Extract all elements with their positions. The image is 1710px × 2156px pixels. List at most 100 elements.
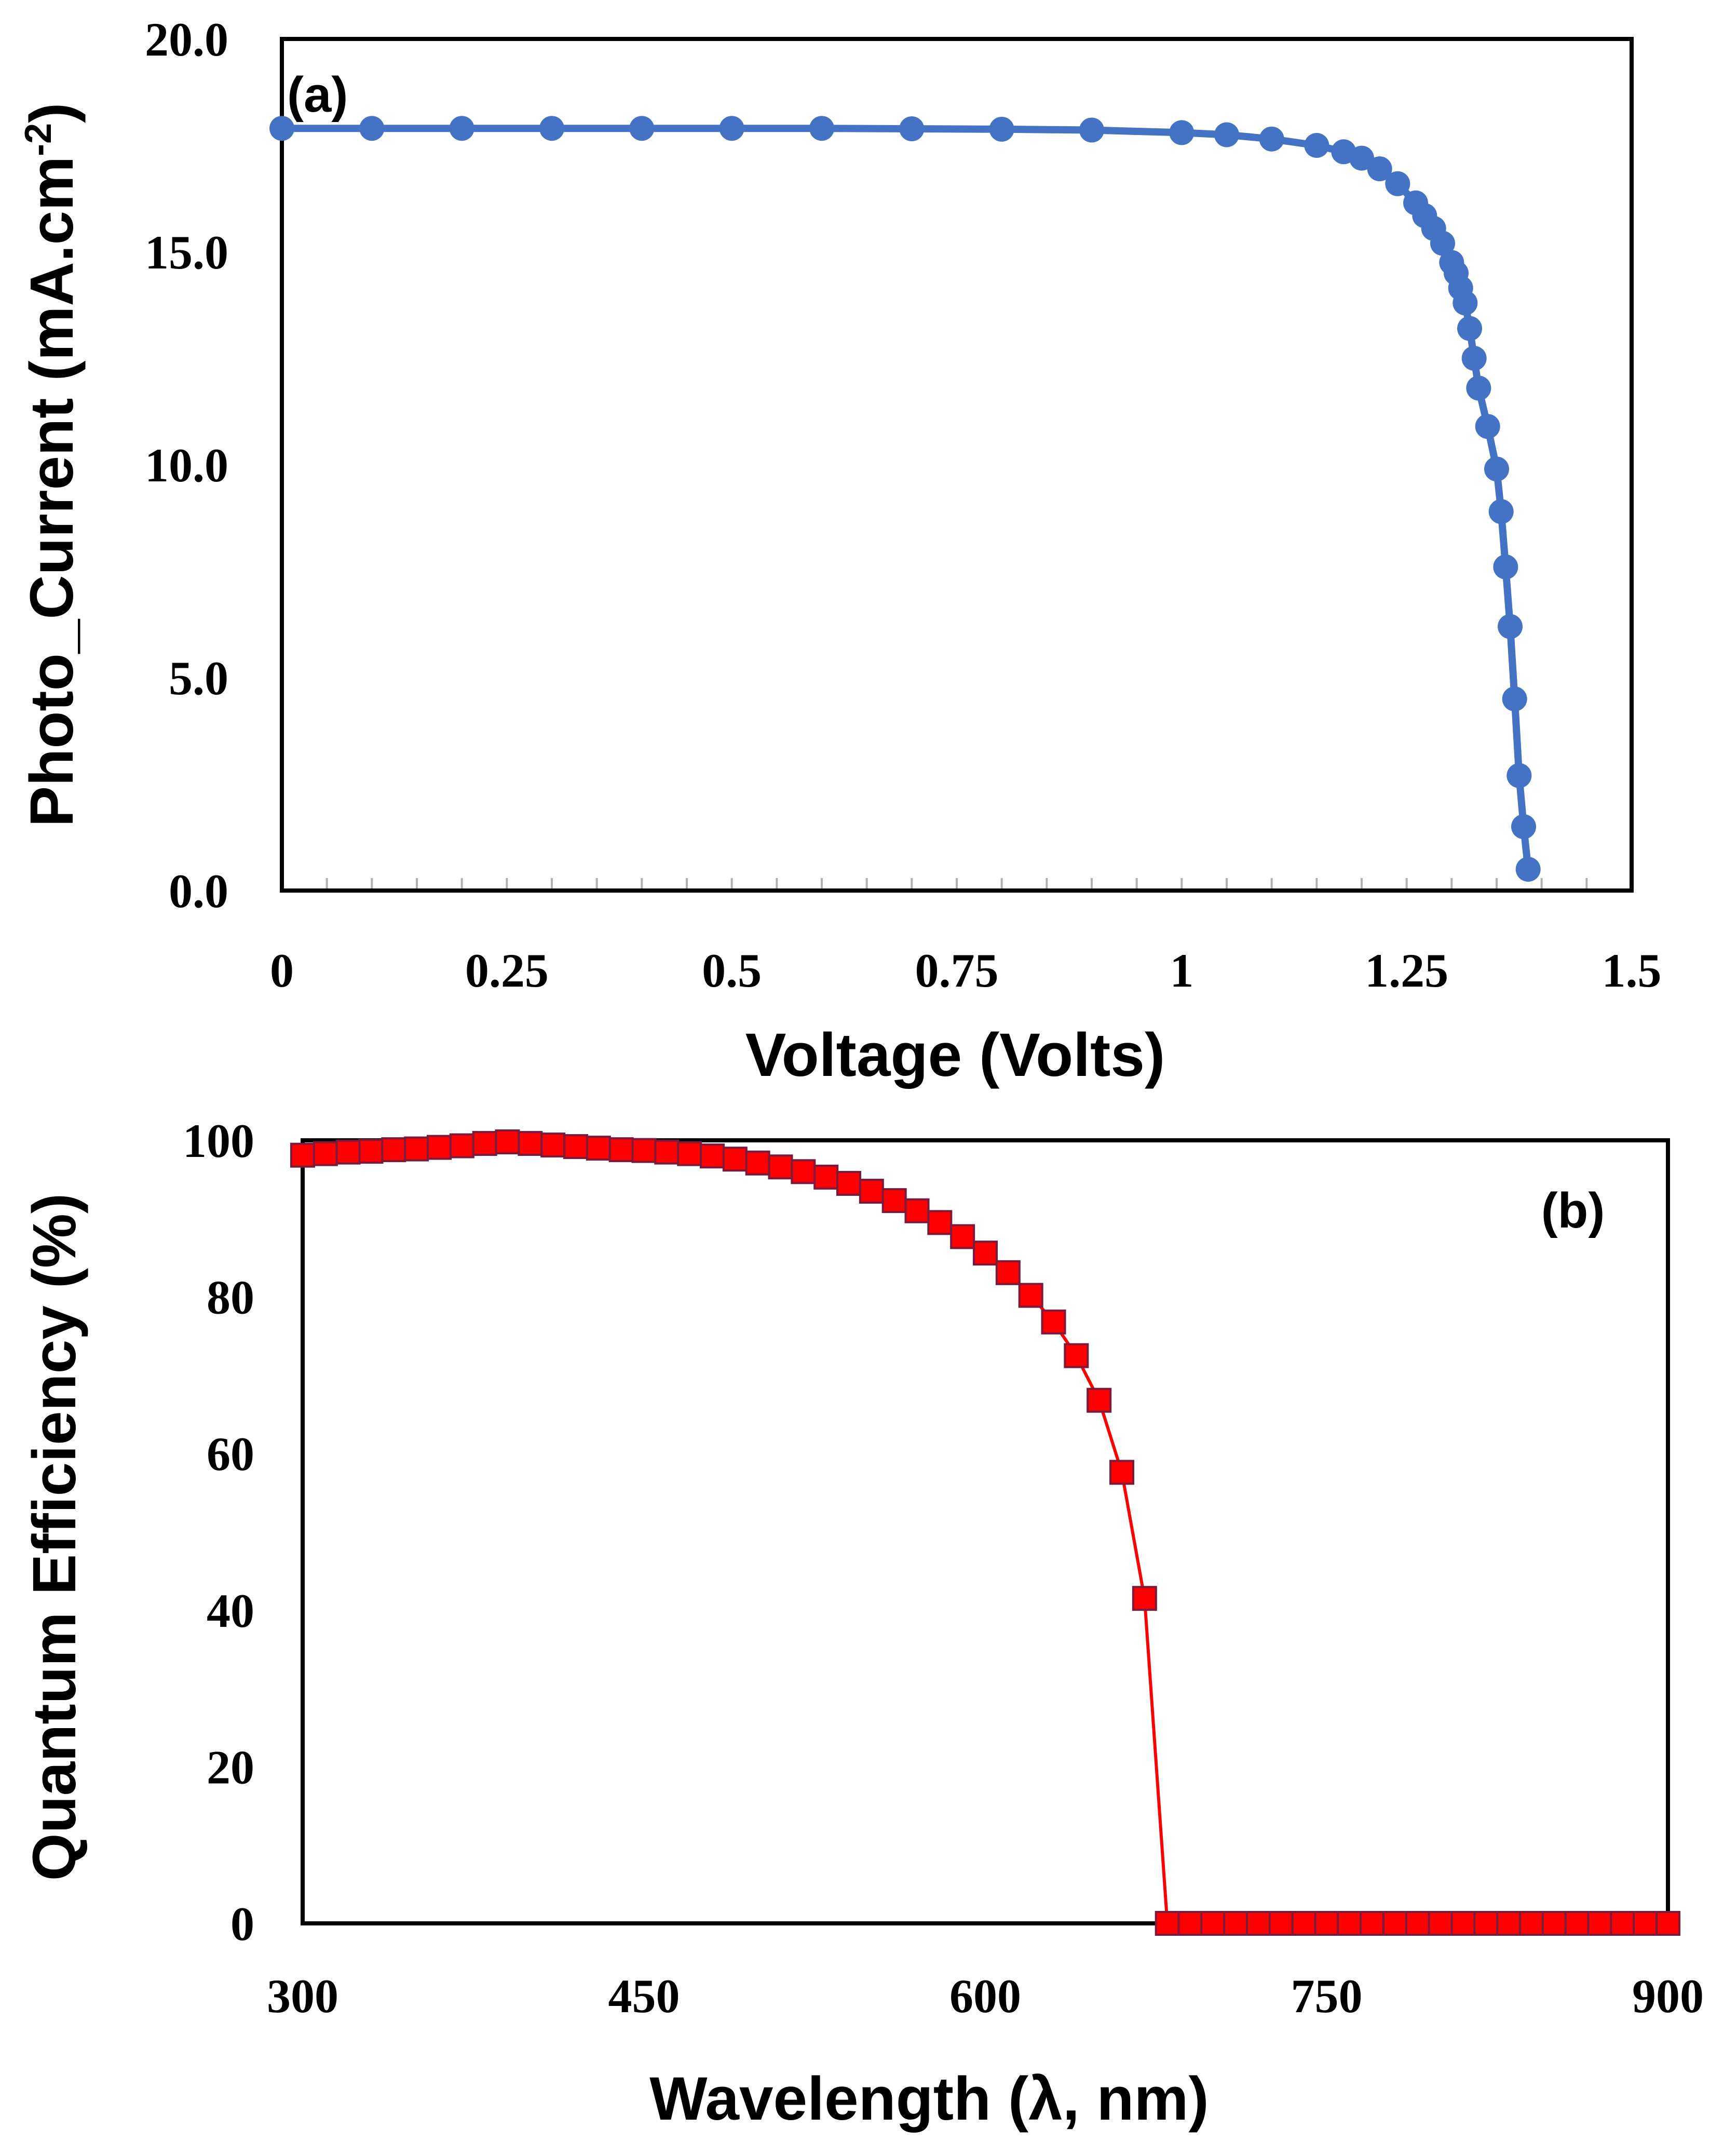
data-point: [1466, 375, 1491, 401]
data-point: [404, 1136, 429, 1162]
data-point: [586, 1136, 611, 1161]
data-point: [899, 116, 925, 142]
data-point: [768, 1154, 793, 1180]
panel-a-label: (a): [287, 67, 348, 123]
y-tick-label: 0: [230, 1897, 254, 1950]
data-point: [1430, 231, 1455, 256]
data-point: [1519, 1911, 1544, 1936]
x-tick-label: 0.75: [915, 944, 999, 997]
data-point: [381, 1137, 406, 1163]
data-point: [540, 1133, 566, 1158]
data-point: [629, 116, 655, 141]
data-point: [1337, 1911, 1362, 1936]
data-point: [1453, 290, 1478, 316]
data-point: [1405, 1911, 1430, 1936]
y-tick-label: 15.0: [145, 226, 228, 279]
panel-a-y-title-close: ): [18, 103, 86, 123]
data-point: [1493, 554, 1518, 580]
data-point: [358, 1139, 384, 1164]
data-point: [495, 1129, 520, 1155]
data-point: [1498, 614, 1523, 639]
x-tick-label: 0: [270, 944, 294, 997]
data-point: [904, 1198, 930, 1223]
panel-b-plot-frame: [301, 1138, 1670, 1925]
data-point: [1367, 156, 1392, 182]
y-tick-label: 5.0: [169, 652, 228, 705]
data-point: [1360, 1911, 1385, 1936]
x-tick-label: 450: [608, 1970, 680, 2023]
panel-b-y-axis-title: Quantum Efficiency (%): [20, 1193, 89, 1881]
data-point: [1109, 1460, 1134, 1485]
y-tick-label: 100: [183, 1114, 254, 1167]
data-point: [1314, 1911, 1339, 1936]
x-tick-label: 0.5: [702, 944, 762, 997]
data-point: [809, 116, 834, 141]
data-point: [1246, 1911, 1271, 1936]
x-tick-label: 600: [949, 1970, 1021, 2023]
data-point: [1515, 857, 1541, 882]
y-tick-label: 20.0: [145, 13, 228, 66]
data-point: [449, 1133, 474, 1158]
data-point: [1610, 1911, 1635, 1936]
data-point: [1079, 117, 1104, 143]
data-point: [427, 1135, 452, 1160]
y-tick-label: 80: [207, 1271, 254, 1324]
data-point: [1428, 1911, 1453, 1936]
panel-b-label: (b): [1541, 1183, 1605, 1238]
panel-a-series-group: [269, 116, 1541, 882]
data-point: [1633, 1911, 1658, 1936]
data-point: [539, 116, 564, 141]
data-point: [859, 1179, 884, 1204]
data-point: [813, 1164, 839, 1190]
data-point: [881, 1188, 907, 1214]
data-point: [950, 1224, 975, 1249]
data-point: [1475, 414, 1500, 439]
data-point: [1496, 1911, 1522, 1936]
panel-a-y-title-superscript: -2: [18, 123, 59, 156]
x-tick-label: 1: [1170, 944, 1193, 997]
x-tick-label: 300: [267, 1970, 338, 2023]
data-point: [722, 1147, 748, 1172]
data-point: [700, 1143, 725, 1169]
x-tick-label: 1.5: [1602, 944, 1662, 997]
panel-a-iv-curve: 0 0.25 0.5 0.75 1 1.25 1.5 0.0 5.0 10.0 15.0 20.0 (…: [18, 13, 1662, 1089]
data-point: [608, 1137, 634, 1163]
panel-b-quantum-efficiency: 300 450 600 750 900 0 20 40 60 80 100 (b) Waveleng…: [20, 1114, 1704, 2133]
x-tick-label: 750: [1291, 1970, 1363, 2023]
series-line: [282, 125, 1532, 870]
data-point: [1291, 1911, 1317, 1936]
data-point: [989, 116, 1014, 142]
panel-b-series-group: [290, 1129, 1680, 1936]
y-tick-label: 40: [207, 1584, 254, 1637]
data-point: [563, 1134, 588, 1160]
data-point: [1484, 456, 1509, 482]
data-point: [1155, 1911, 1180, 1936]
data-point: [1564, 1911, 1590, 1936]
x-tick-label: 900: [1632, 1970, 1704, 2023]
data-point: [745, 1150, 770, 1176]
data-point: [290, 1142, 315, 1168]
x-tick-label: 1.25: [1365, 944, 1448, 997]
x-tick-label: 0.25: [465, 944, 549, 997]
data-point: [1473, 1911, 1499, 1936]
data-point: [1502, 686, 1527, 711]
data-point: [927, 1210, 953, 1235]
y-tick-label: 60: [207, 1427, 254, 1480]
data-point: [1169, 120, 1195, 145]
data-point: [1200, 1911, 1226, 1936]
data-point: [518, 1131, 543, 1156]
data-point: [1018, 1283, 1043, 1308]
data-point: [1541, 1911, 1567, 1936]
data-point: [995, 1260, 1021, 1285]
data-point: [1655, 1911, 1680, 1936]
data-point: [1457, 316, 1482, 341]
data-point: [1268, 1911, 1294, 1936]
data-point: [1450, 1911, 1476, 1936]
data-point: [1385, 171, 1410, 196]
panel-a-x-axis-title: Voltage (Volts): [745, 1021, 1165, 1089]
data-point: [631, 1138, 657, 1163]
data-point: [1259, 126, 1284, 152]
data-point: [1304, 133, 1329, 158]
data-point: [719, 116, 744, 141]
